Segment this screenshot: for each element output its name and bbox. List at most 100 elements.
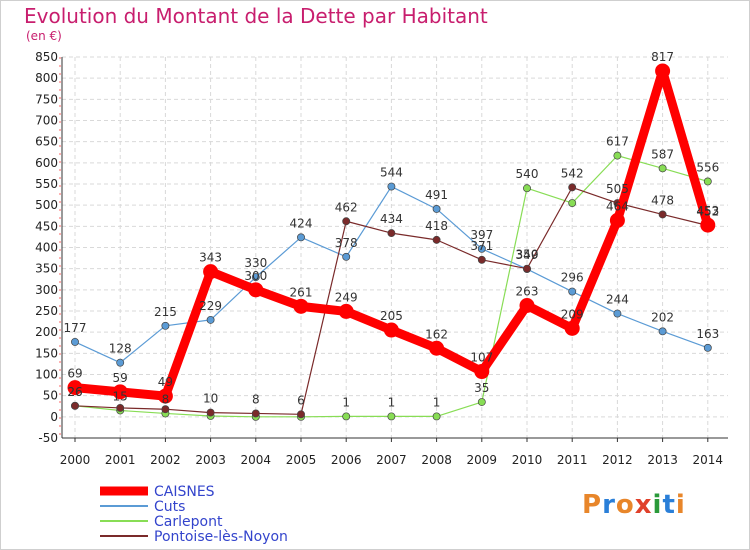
data-label: 330 [244,256,267,270]
data-point [206,408,215,417]
data-label: 205 [380,309,403,323]
y-tick-label: 850 [35,50,58,64]
x-tick-label: 2010 [512,453,543,467]
data-label: 215 [154,305,177,319]
data-point [71,337,79,346]
legend-label: CAISNES [154,484,215,500]
data-point [161,405,170,414]
data-label: 418 [425,219,448,233]
proxiti-logo: Proxiti [582,490,686,520]
x-tick-label: 2006 [331,453,362,467]
x-tick-label: 2014 [693,453,724,467]
logo-letter: P [582,490,603,520]
data-point [613,309,622,318]
data-point [658,210,667,219]
data-point [703,177,712,186]
chart-title: Evolution du Montant de la Dette par Hab… [24,4,488,28]
logo-letter: x [634,490,653,520]
data-point [116,358,125,367]
data-label: 177 [64,321,87,335]
data-label: 424 [290,216,313,230]
x-tick-label: 2009 [467,453,498,467]
y-tick-label: 0 [50,410,58,424]
data-label: 59 [113,371,128,385]
data-label: 8 [252,392,260,406]
data-point [67,380,83,396]
data-label: 26 [67,385,82,399]
x-tick-label: 2011 [557,453,588,467]
data-point [477,244,486,253]
data-label: 26 [67,385,82,399]
y-tick-label: -50 [38,431,58,445]
x-tick-label: 2005 [286,453,317,467]
data-label: 350 [516,248,539,262]
data-label: 107 [470,351,493,365]
data-label: 617 [606,135,629,149]
data-point [116,403,125,412]
y-tick-label: 100 [35,368,58,382]
data-label: 505 [606,182,629,196]
data-label: 452 [696,204,719,218]
data-point [474,364,490,380]
data-point [342,217,351,226]
data-point [564,320,580,336]
data-point [112,384,128,400]
data-label: 128 [109,342,132,356]
data-point [613,151,622,160]
data-label: 69 [67,367,82,381]
logo-letter: o [615,490,635,520]
data-point [248,282,264,298]
data-label: 556 [696,160,719,174]
data-point [700,217,716,233]
data-label: 453 [696,204,719,218]
data-label: 249 [335,290,358,304]
y-tick-label: 150 [35,346,58,360]
data-point [342,412,351,421]
data-label: 544 [380,166,403,180]
data-label: 397 [470,228,493,242]
x-tick-label: 2012 [602,453,633,467]
data-label: 10 [203,392,218,406]
y-tick-label: 250 [35,304,58,318]
data-label: 202 [651,310,674,324]
data-label: 1 [388,395,396,409]
y-tick-label: 50 [43,389,58,403]
data-label: 540 [516,167,539,181]
data-label: 1 [433,395,441,409]
data-point [342,252,351,261]
data-label: 300 [244,269,267,283]
logo-letter: r [602,490,616,520]
data-label: 462 [335,200,358,214]
data-point [432,235,441,244]
y-tick-label: 200 [35,325,58,339]
data-point [568,199,577,207]
data-label: 209 [561,307,584,321]
data-label: 263 [516,284,539,298]
data-label: 261 [290,285,313,299]
data-label: 587 [651,147,674,161]
data-label: 491 [425,188,448,202]
data-point [387,412,396,421]
y-tick-label: 700 [35,114,58,128]
y-tick-label: 550 [35,177,58,191]
unit-label: (en €) [26,29,62,43]
x-tick-label: 2004 [241,453,272,467]
y-tick-label: 800 [35,71,58,85]
y-tick-label: 450 [35,219,58,233]
data-label: 349 [516,248,539,262]
logo-letter: i [675,490,686,520]
data-label: 6 [297,393,305,407]
data-label: 378 [335,236,358,250]
data-point [71,401,79,410]
data-point [477,255,486,264]
y-tick-label: 400 [35,241,58,255]
data-point [251,273,260,282]
data-point [161,321,170,330]
y-tick-label: 650 [35,135,58,149]
x-tick-label: 2000 [60,453,91,467]
data-label: 163 [696,327,719,341]
data-point [387,182,396,191]
data-point [523,184,531,193]
data-label: 162 [425,327,448,341]
data-point [658,164,667,173]
